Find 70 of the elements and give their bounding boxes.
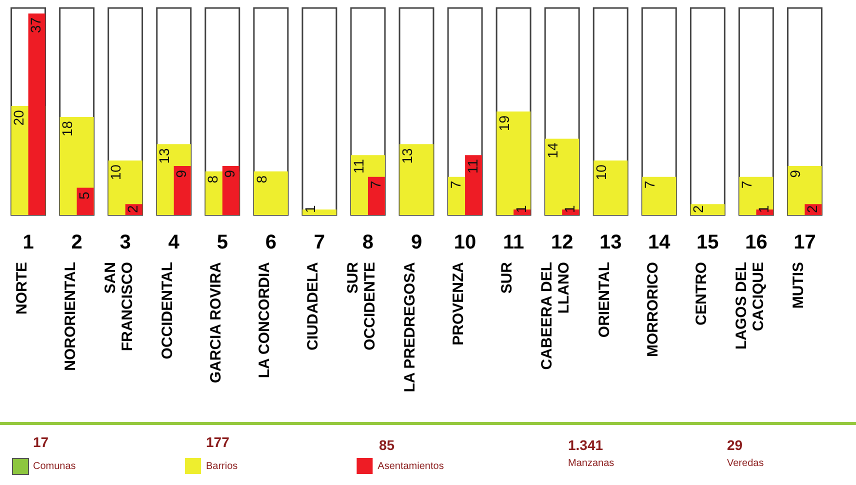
text: Manzanas bbox=[568, 458, 614, 469]
bar bbox=[222, 166, 240, 215]
data-label: 10 bbox=[108, 164, 124, 180]
data-label: 8 bbox=[253, 175, 270, 184]
data-label: 1 bbox=[756, 205, 772, 213]
data-label: 18 bbox=[59, 120, 76, 137]
bar bbox=[28, 13, 46, 215]
legend-label: Asentamientos bbox=[378, 460, 444, 472]
text: Comunas bbox=[33, 460, 76, 472]
text: 1.341 bbox=[568, 436, 604, 453]
data-label: 11 bbox=[350, 158, 366, 174]
data-label: 13 bbox=[156, 148, 172, 164]
data-label: 9 bbox=[222, 170, 238, 178]
data-label: 7 bbox=[642, 180, 658, 189]
data-label: 2 bbox=[804, 205, 820, 213]
legend-label: Barrios bbox=[206, 460, 238, 472]
x-tick-label: 17 MUTIS bbox=[790, 232, 816, 309]
bar bbox=[254, 171, 288, 215]
data-label: 37 bbox=[28, 17, 44, 34]
x-tick-label: 6 LA CONCORDIA bbox=[256, 232, 276, 378]
text: 85 bbox=[379, 436, 395, 453]
data-label: 2 bbox=[124, 205, 141, 213]
x-tick-label: 2 NORORIENTAL bbox=[62, 232, 82, 371]
data-label: 13 bbox=[398, 148, 415, 164]
bar bbox=[690, 204, 725, 215]
bar bbox=[400, 144, 434, 215]
data-label: 9 bbox=[173, 170, 190, 178]
bar bbox=[76, 188, 94, 215]
data-label: 7 bbox=[367, 180, 384, 189]
text: 17 bbox=[33, 434, 49, 450]
data-label: 11 bbox=[464, 158, 480, 174]
x-tick-label: 14 MORRORICO bbox=[644, 232, 672, 357]
x-tick-label: 10 PROVENZA bbox=[450, 232, 476, 346]
data-label: 1 bbox=[561, 205, 578, 213]
bar bbox=[174, 166, 191, 215]
x-tick-label: 7 CIUDADELA bbox=[304, 232, 326, 350]
data-label: 7 bbox=[447, 180, 464, 189]
text: 29 bbox=[727, 436, 743, 453]
data-label: 10 bbox=[592, 164, 609, 180]
bar bbox=[594, 160, 628, 215]
x-tick-label: 13 ORIENTAL bbox=[596, 232, 622, 338]
x-tick-label: 4 OCCIDENTAL bbox=[158, 232, 180, 360]
data-label: 7 bbox=[738, 180, 755, 189]
bar bbox=[368, 176, 385, 215]
bar bbox=[739, 176, 774, 215]
x-tick-label: 5 GARCIA ROVIRA bbox=[208, 232, 228, 384]
bar bbox=[465, 155, 482, 215]
data-label: 20 bbox=[10, 110, 27, 126]
x-tick-label: 12 CABEERA DEL LLANO bbox=[538, 232, 574, 370]
bar bbox=[496, 112, 531, 215]
data-label: 9 bbox=[787, 170, 804, 178]
bar bbox=[108, 160, 142, 215]
data-label: 1 bbox=[302, 205, 318, 213]
x-tick-label: 11 SUR bbox=[498, 232, 524, 294]
x-tick-label: 1 NORTE bbox=[13, 232, 34, 314]
x-tick-label: 3 SAN FRANCISCO bbox=[102, 232, 136, 352]
x-tick-label: 8 SUR OCCIDENTE bbox=[344, 232, 379, 350]
data-label: 19 bbox=[496, 115, 512, 132]
bar bbox=[545, 138, 580, 215]
data-label: 8 bbox=[204, 175, 221, 184]
data-label: 14 bbox=[544, 142, 560, 158]
x-tick-label: 9 LA PREDREGOSA bbox=[402, 232, 422, 392]
text: Veredas bbox=[727, 458, 764, 469]
x-tick-label: 16 LAGOS DEL CACIQUE bbox=[732, 232, 768, 350]
data-label: 2 bbox=[690, 205, 706, 213]
x-tick-label: 15 CENTRO bbox=[692, 232, 719, 326]
text: 177 bbox=[206, 434, 230, 450]
bar bbox=[642, 176, 676, 215]
data-label: 1 bbox=[512, 205, 529, 213]
data-label: 5 bbox=[76, 192, 92, 200]
